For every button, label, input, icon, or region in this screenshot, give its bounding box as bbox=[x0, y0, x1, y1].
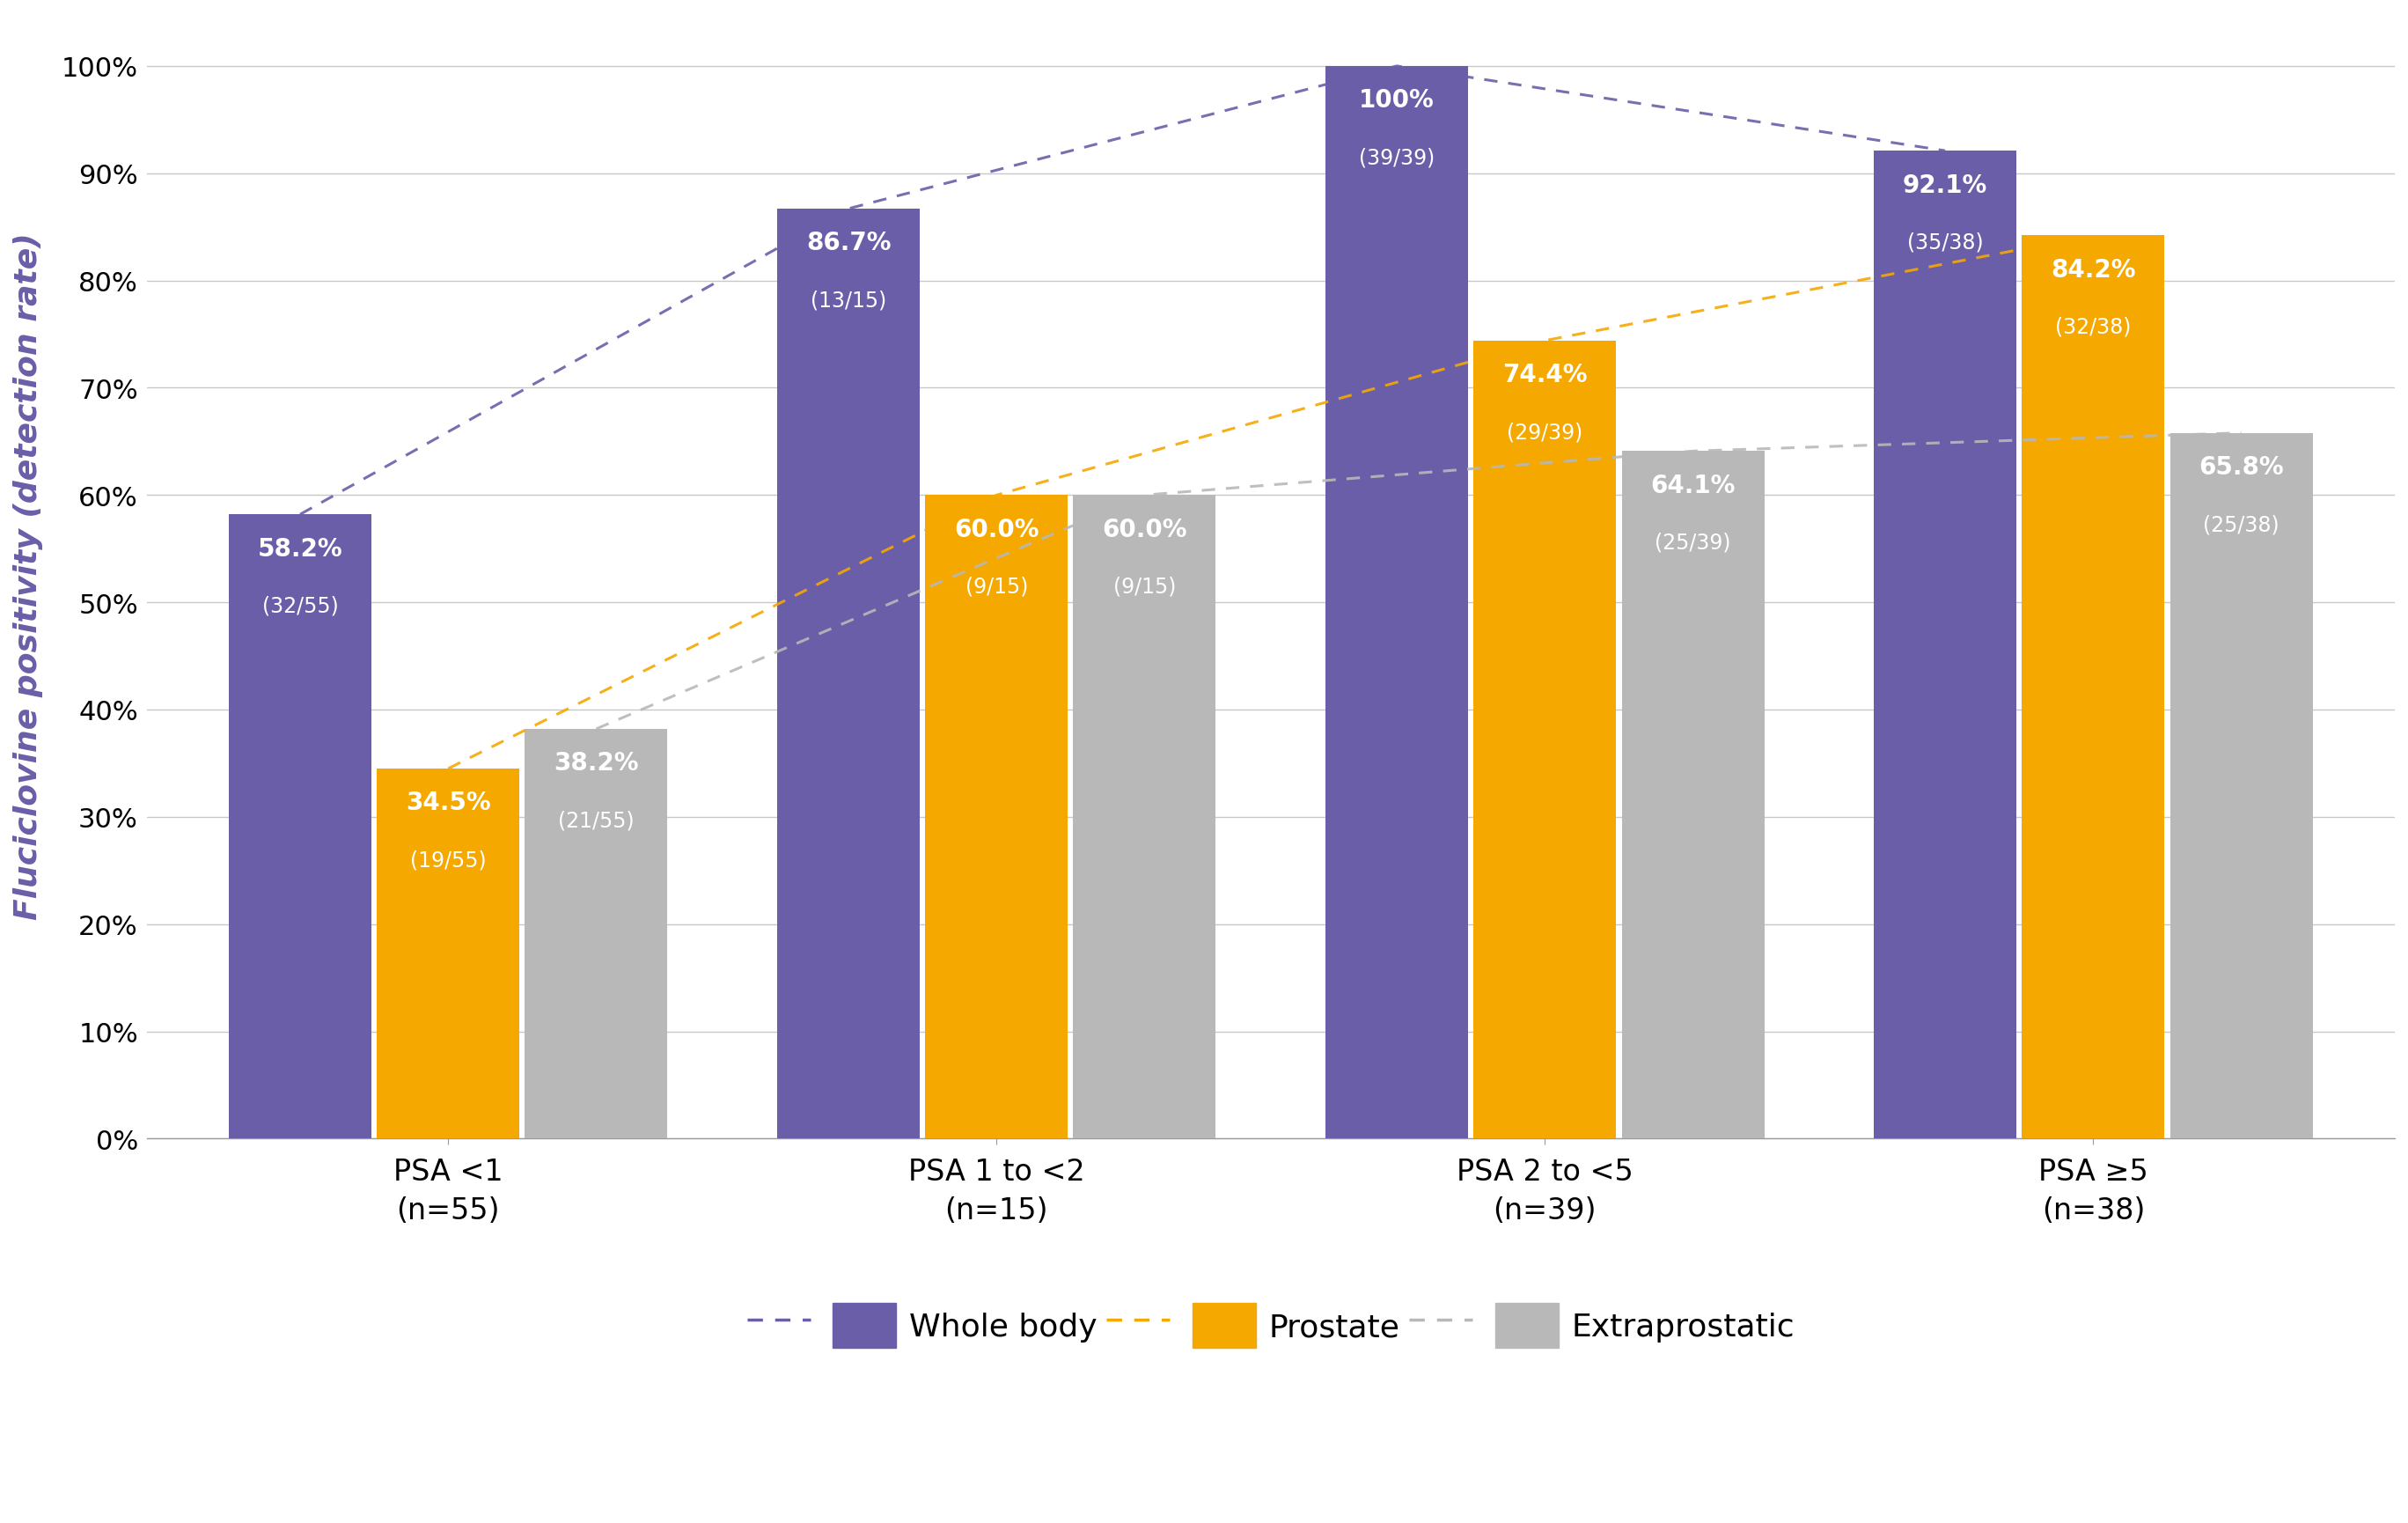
Text: 92.1%: 92.1% bbox=[1902, 174, 1987, 198]
Bar bbox=[1324, 67, 1469, 1139]
Text: (32/55): (32/55) bbox=[262, 595, 337, 617]
Bar bbox=[2170, 434, 2312, 1139]
Bar bbox=[229, 515, 371, 1139]
Text: (39/39): (39/39) bbox=[1358, 148, 1435, 169]
Y-axis label: Fluciclovine positivity (detection rate): Fluciclovine positivity (detection rate) bbox=[12, 233, 43, 920]
Text: 74.4%: 74.4% bbox=[1503, 362, 1587, 387]
Text: (9/15): (9/15) bbox=[1112, 576, 1175, 597]
Bar bbox=[525, 730, 667, 1139]
Text: (25/38): (25/38) bbox=[2203, 513, 2280, 535]
Bar bbox=[1873, 151, 2015, 1139]
Text: (35/38): (35/38) bbox=[1907, 231, 1984, 253]
Text: 100%: 100% bbox=[1358, 88, 1435, 113]
Text: 60.0%: 60.0% bbox=[1103, 518, 1187, 542]
Text: (21/55): (21/55) bbox=[559, 810, 633, 832]
Legend: , Whole body, , Prostate, , Extraprostatic: , Whole body, , Prostate, , Extraprostat… bbox=[746, 1304, 1794, 1348]
Bar bbox=[1074, 495, 1216, 1139]
Bar bbox=[378, 769, 520, 1139]
Text: 58.2%: 58.2% bbox=[258, 536, 342, 560]
Text: 84.2%: 84.2% bbox=[2052, 257, 2136, 282]
Bar bbox=[1621, 452, 1765, 1139]
Text: (25/39): (25/39) bbox=[1654, 532, 1731, 553]
Text: 34.5%: 34.5% bbox=[405, 790, 491, 815]
Text: 86.7%: 86.7% bbox=[807, 231, 891, 256]
Text: 65.8%: 65.8% bbox=[2199, 455, 2283, 480]
Text: (19/55): (19/55) bbox=[409, 850, 486, 871]
Bar bbox=[2023, 236, 2165, 1139]
Bar bbox=[778, 209, 920, 1139]
Text: (32/38): (32/38) bbox=[2054, 317, 2131, 338]
Bar bbox=[925, 495, 1067, 1139]
Text: (29/39): (29/39) bbox=[1507, 422, 1582, 443]
Text: 60.0%: 60.0% bbox=[954, 518, 1038, 542]
Text: 38.2%: 38.2% bbox=[554, 751, 638, 775]
Text: (9/15): (9/15) bbox=[966, 576, 1028, 597]
Text: (13/15): (13/15) bbox=[811, 289, 886, 311]
Bar bbox=[1474, 341, 1616, 1139]
Text: 64.1%: 64.1% bbox=[1649, 474, 1736, 498]
